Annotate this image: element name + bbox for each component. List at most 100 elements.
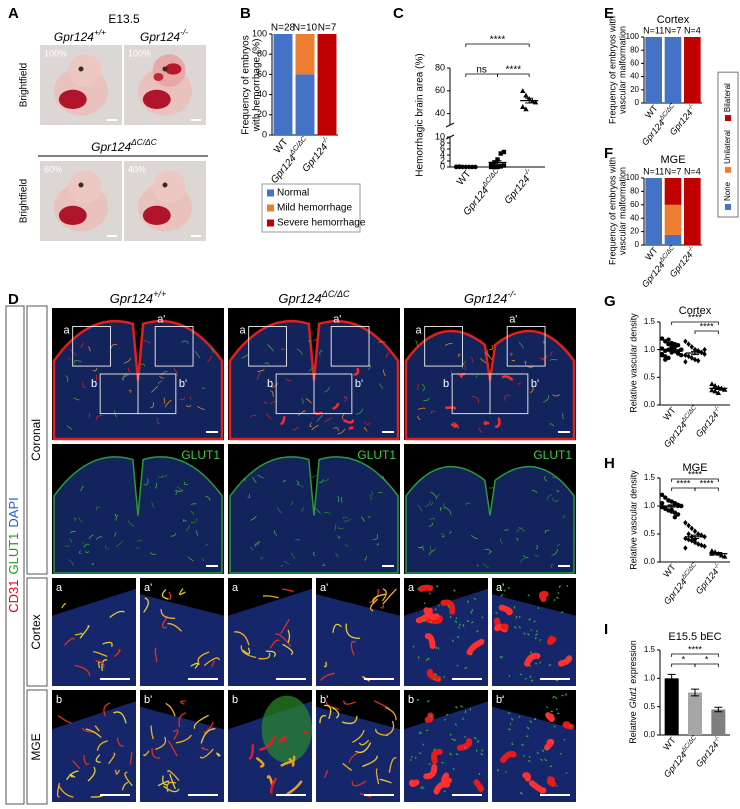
inset-label: b' — [355, 378, 363, 390]
axis-break — [445, 122, 455, 128]
vessel — [273, 530, 278, 536]
vessel — [169, 773, 176, 790]
vessel — [454, 620, 458, 623]
vessel — [286, 780, 303, 795]
vessel — [565, 693, 568, 696]
inset-label: b — [56, 694, 62, 706]
vessel — [166, 781, 177, 793]
vessel — [449, 511, 452, 516]
data-point — [689, 344, 694, 350]
vessel — [421, 383, 425, 392]
vessel — [476, 564, 479, 567]
vessel — [471, 356, 474, 363]
vessel — [109, 610, 125, 618]
vessel — [205, 543, 209, 547]
vessel — [520, 791, 522, 794]
vessel — [376, 543, 379, 546]
brain-section — [53, 456, 223, 574]
vessel — [552, 394, 560, 397]
vessel — [434, 673, 437, 675]
genotype-label: Gpr124-/- — [464, 289, 516, 306]
bar-segment — [684, 37, 701, 103]
vessel — [455, 706, 458, 709]
vessel — [562, 412, 565, 419]
vessel — [508, 728, 511, 731]
vessel — [285, 378, 292, 382]
vessel — [175, 734, 192, 744]
vessel — [333, 427, 339, 432]
vessel — [160, 608, 176, 619]
y-tick-label: 20 — [630, 227, 639, 236]
vessel — [194, 350, 200, 359]
y-tick-label: 60 — [435, 85, 445, 95]
legend-swatch — [267, 219, 274, 227]
vessel — [282, 643, 294, 655]
genotype-label-sup: -/- — [180, 27, 188, 37]
significance-label: **** — [688, 469, 703, 479]
y-tick-label: 100 — [626, 32, 640, 41]
row-box — [26, 689, 48, 805]
vessel — [210, 348, 214, 354]
vessel — [448, 531, 452, 534]
data-point — [709, 548, 715, 553]
vessel — [514, 626, 517, 629]
n-label: N=4 — [684, 25, 701, 35]
data-point — [520, 104, 526, 109]
vessel — [518, 527, 525, 532]
brain-section — [405, 466, 575, 574]
category-label-sup: ΔC/ΔC — [680, 561, 699, 581]
vessel — [418, 584, 434, 592]
inset-box — [313, 373, 353, 415]
chart-title: MGE — [682, 462, 707, 474]
vessel — [324, 512, 331, 515]
vessel — [497, 768, 500, 772]
y-tick-label: 100 — [252, 28, 267, 38]
vessel — [447, 605, 451, 608]
vessel — [382, 588, 397, 605]
data-point — [696, 531, 701, 537]
vessel — [332, 402, 340, 410]
vessel — [430, 502, 434, 506]
vessel — [157, 780, 170, 787]
bar — [711, 709, 726, 735]
vessel — [548, 664, 552, 667]
vessel — [480, 752, 484, 756]
vessel — [337, 535, 341, 539]
vessel — [441, 535, 445, 538]
vessel — [280, 564, 283, 567]
significance-label: **** — [506, 65, 522, 76]
vessel — [552, 695, 555, 699]
genotype-label: Gpr124-/- — [140, 27, 188, 44]
percentage-label: 100% — [128, 48, 151, 58]
vessel — [444, 506, 451, 512]
vessel — [524, 652, 541, 667]
vessel — [280, 415, 286, 425]
vessel — [303, 730, 309, 735]
vessel — [129, 751, 133, 765]
vessel — [240, 645, 257, 659]
y-axis-label: with hemorrhage (%) — [252, 39, 263, 133]
vessel — [136, 539, 143, 542]
vessel — [518, 715, 521, 718]
vessel — [344, 518, 351, 522]
vessel — [116, 737, 124, 747]
vessel — [159, 375, 165, 379]
vessel — [319, 715, 327, 724]
brain-section — [228, 319, 400, 441]
vessel — [361, 676, 371, 682]
vessel — [161, 474, 168, 478]
vessel — [248, 744, 255, 760]
vessel — [337, 496, 340, 503]
inset-label: b' — [144, 694, 152, 706]
vessel — [556, 490, 559, 492]
y-tick-label: 4 — [440, 149, 445, 159]
vessel — [556, 596, 559, 599]
significance-bracket — [671, 478, 719, 482]
category-label: WT — [661, 735, 678, 753]
vessel — [322, 563, 325, 567]
vessel — [167, 622, 182, 632]
vessel — [312, 551, 316, 556]
vessel — [113, 649, 121, 658]
y-tick-label: 0.0 — [644, 730, 656, 739]
vessel — [87, 766, 96, 782]
